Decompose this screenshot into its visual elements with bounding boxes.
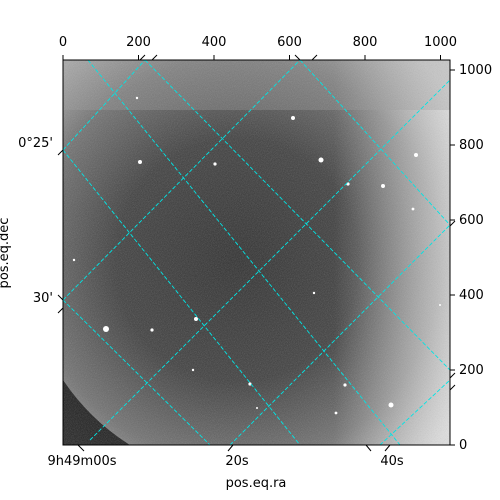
pixel-x-tick-label: 200 bbox=[126, 35, 151, 50]
pixel-x-tick-label: 600 bbox=[277, 35, 302, 50]
top-axis-ticks bbox=[62, 55, 441, 60]
x-axis-label: pos.eq.ra bbox=[226, 476, 287, 491]
y-axis-label: pos.eq.dec bbox=[0, 218, 12, 289]
pixel-y-tick-label: 600 bbox=[459, 213, 484, 228]
pixel-y-tick-label: 1000 bbox=[459, 63, 492, 78]
pixel-y-tick-label: 0 bbox=[459, 438, 467, 453]
top-axis-labels: 0 200 400 600 800 1000 bbox=[59, 35, 457, 50]
ra-tick-label: 9h49m00s bbox=[47, 454, 116, 469]
plot-frame bbox=[62, 59, 451, 446]
dec-tick-label: 0°25' bbox=[18, 136, 53, 151]
coordinate-grid bbox=[63, 60, 450, 445]
stars bbox=[72, 96, 441, 415]
pixel-y-tick-label: 400 bbox=[459, 288, 484, 303]
world-axis-ticks bbox=[57, 54, 456, 452]
right-axis-labels: 0 200 400 600 800 1000 bbox=[459, 63, 492, 453]
ra-tick-labels: 9h49m00s 20s 40s bbox=[47, 454, 403, 469]
pixel-y-tick-label: 800 bbox=[459, 138, 484, 153]
ra-tick-label: 20s bbox=[225, 454, 249, 469]
pixel-x-tick-label: 400 bbox=[202, 35, 227, 50]
pixel-x-tick-label: 0 bbox=[59, 35, 67, 50]
image-area bbox=[63, 60, 450, 445]
pixel-x-tick-label: 800 bbox=[353, 35, 378, 50]
pixel-y-tick-label: 200 bbox=[459, 363, 484, 378]
dec-tick-label: 30' bbox=[33, 291, 53, 306]
ra-tick-label: 40s bbox=[380, 454, 404, 469]
dec-tick-labels: 0°25' 30' bbox=[18, 136, 53, 306]
right-axis-ticks bbox=[450, 69, 455, 446]
pixel-x-tick-label: 1000 bbox=[424, 35, 457, 50]
